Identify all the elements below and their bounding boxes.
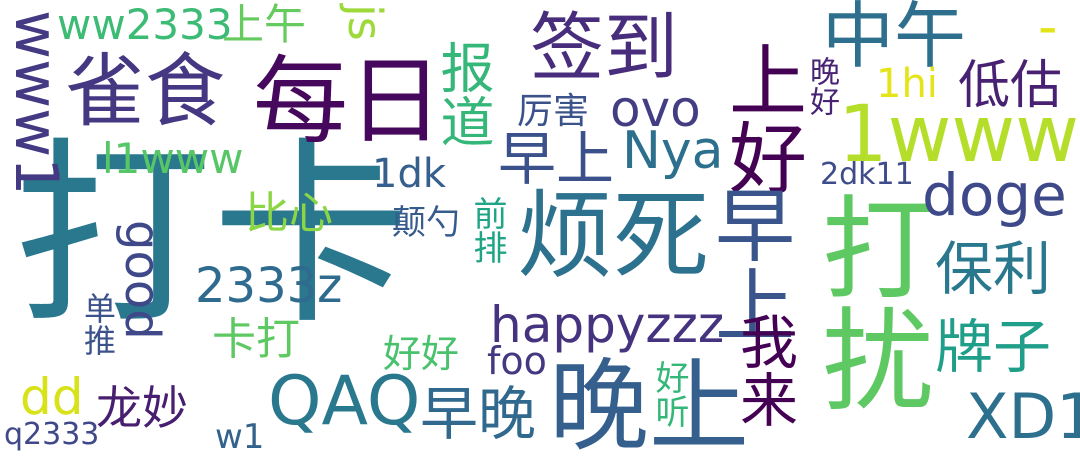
word-zaoshang-vertical: 早上 xyxy=(702,184,795,344)
word-w1: w1 xyxy=(215,417,265,457)
word-ww2333: ww2333 xyxy=(57,0,233,49)
word-daka: 打卡 xyxy=(14,120,410,351)
word-shangwu: 上午 xyxy=(222,0,307,49)
word-2dk11: 2dk11 xyxy=(820,157,914,192)
word-wanshang: 晚上 xyxy=(549,348,749,463)
word-bixin: 比心 xyxy=(245,188,333,239)
word-dianshao: 颠勺 xyxy=(392,203,460,243)
word-xd1: XD1 xyxy=(966,380,1080,453)
word-lihai: 厉害 xyxy=(517,91,590,132)
word-dantui: 单推 xyxy=(79,292,117,356)
word-dd: dd xyxy=(20,368,84,426)
word-digu: 低估 xyxy=(958,56,1063,116)
word-meiri: 每日 xyxy=(253,47,444,157)
word-doge: doge xyxy=(922,161,1067,229)
word-queshi: 雀食 xyxy=(65,45,225,138)
word-q2333: q2333 xyxy=(4,417,100,452)
word-1www: 1www xyxy=(838,90,1080,180)
word-dash: - xyxy=(1038,0,1058,58)
word-keda: 卡打 xyxy=(212,314,300,365)
word-baoli: 保利 xyxy=(935,235,1052,303)
word-foo: foo xyxy=(487,339,547,383)
word-zaowan: 早晚 xyxy=(420,380,537,448)
word-l1www: l1www xyxy=(102,134,244,183)
word-qaq: QAQ xyxy=(268,362,421,441)
word-fansi: 烦死 xyxy=(517,180,709,292)
word-haohao: 好好 xyxy=(383,332,460,376)
word-1dk: 1dk xyxy=(372,151,447,197)
word-2333z: 2333z xyxy=(195,258,343,314)
word-wolai: 我来 xyxy=(730,312,798,428)
word-good: good xyxy=(114,220,170,340)
word-zaoshang: 早上 xyxy=(498,125,615,193)
word-ovo: ovo xyxy=(610,80,701,138)
word-zhongwu: 中午 xyxy=(822,0,967,78)
word-happyzzz: happyzzz xyxy=(490,296,725,354)
word-nya: Nya xyxy=(622,121,724,181)
word-longmiao: 龙妙 xyxy=(96,381,188,435)
word-paizi: 牌子 xyxy=(935,313,1052,381)
word-qianpai: 前排 xyxy=(467,196,507,264)
word-1hi: 1hi xyxy=(876,61,938,107)
word-shanghao: 上好 xyxy=(716,40,806,196)
word-haoting: 好听 xyxy=(649,360,689,428)
word-wanhao: 晚好 xyxy=(804,56,839,116)
word-js: js xyxy=(338,4,392,41)
word-www1: www1 xyxy=(1,10,71,196)
word-qiandao: 签到 xyxy=(530,5,678,91)
word-darao: 打扰 xyxy=(803,190,933,414)
word-baodao: 报道 xyxy=(431,40,494,148)
